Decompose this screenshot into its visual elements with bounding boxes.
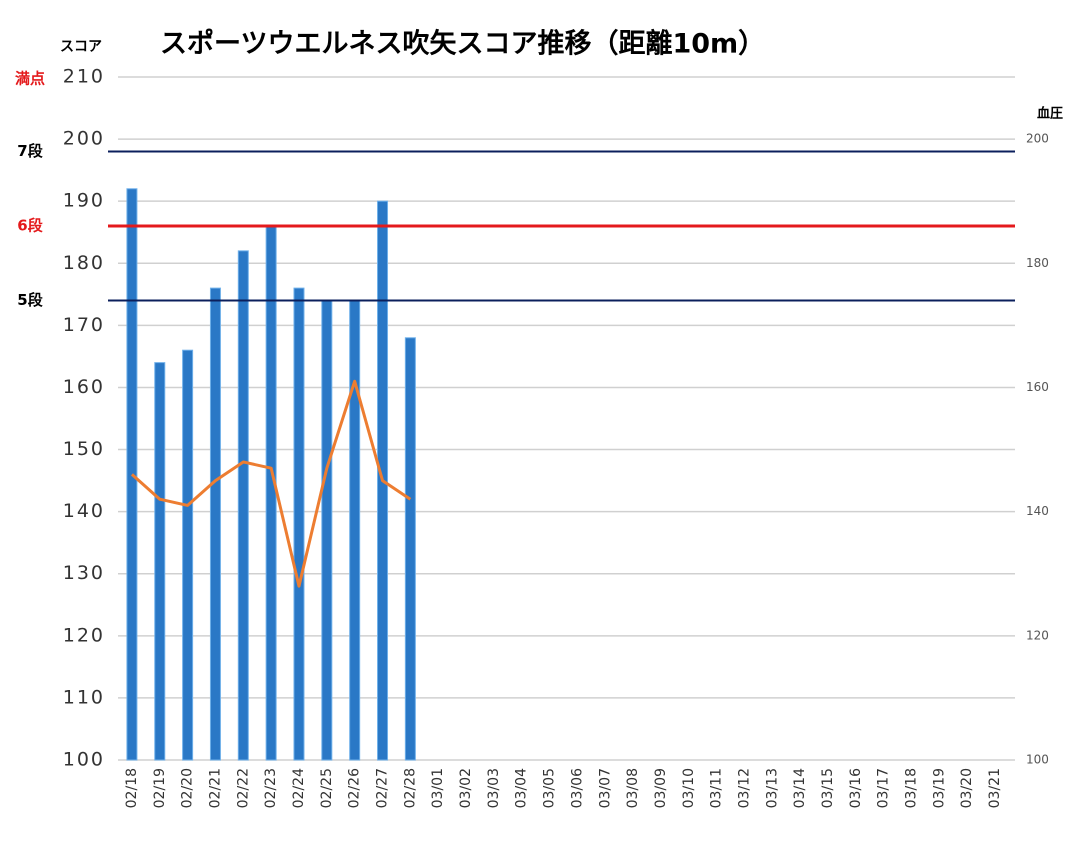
x-tick-label: 02/28 — [402, 768, 418, 808]
bar — [404, 337, 416, 761]
y2-tick-label: 100 — [1026, 753, 1049, 767]
level-label: 6段 — [17, 217, 42, 235]
x-tick-label: 02/25 — [319, 768, 335, 808]
x-tick-label: 03/05 — [542, 768, 558, 808]
y-tick-label: 190 — [63, 190, 105, 212]
y-tick-label: 170 — [63, 314, 105, 336]
level-label: 5段 — [17, 291, 42, 309]
y2-tick-label: 140 — [1026, 504, 1049, 518]
bar — [293, 287, 305, 761]
x-tick-label: 03/03 — [486, 768, 502, 808]
chart-title: スポーツウエルネス吹矢スコア推移（距離10m） — [160, 28, 765, 60]
x-tick-label: 03/18 — [904, 768, 920, 808]
x-tick-label: 03/09 — [653, 768, 669, 808]
level-label: 7段 — [17, 142, 42, 160]
x-tick-label: 03/11 — [709, 768, 725, 808]
x-tick-label: 02/21 — [207, 768, 223, 808]
x-tick-label: 03/19 — [931, 768, 947, 808]
x-tick-label: 03/17 — [876, 768, 892, 808]
x-tick-label: 02/27 — [375, 768, 391, 808]
x-tick-label: 03/20 — [959, 768, 975, 808]
bar — [321, 300, 333, 761]
x-tick-label: 02/23 — [263, 768, 279, 808]
x-tick-label: 02/24 — [291, 768, 307, 808]
y-axis-label: スコア — [60, 39, 102, 55]
bar — [237, 250, 249, 761]
x-tick-label: 03/13 — [764, 768, 780, 808]
x-tick-label: 03/10 — [681, 768, 697, 808]
y-tick-label: 150 — [63, 438, 105, 460]
x-tick-label: 02/26 — [347, 768, 363, 808]
bar — [349, 300, 361, 761]
x-tick-label: 03/15 — [820, 768, 836, 808]
y2-tick-label: 200 — [1026, 132, 1049, 146]
x-tick-label: 02/18 — [124, 768, 140, 808]
x-tick-label: 03/07 — [597, 768, 613, 808]
y-tick-label: 100 — [63, 749, 105, 771]
line — [130, 379, 412, 588]
x-tick-label: 03/12 — [736, 768, 752, 808]
x-tick-label: 02/20 — [180, 768, 196, 808]
x-tick-label: 03/14 — [792, 768, 808, 808]
y-tick-label: 120 — [63, 624, 105, 646]
level-label: 満点 — [15, 70, 45, 88]
y-tick-label: 140 — [63, 500, 105, 522]
x-tick-label: 03/01 — [430, 768, 446, 808]
bar — [265, 225, 277, 761]
x-tick-label: 02/19 — [152, 768, 168, 808]
x-tick-label: 03/02 — [458, 768, 474, 808]
bar — [154, 362, 166, 761]
x-tick-label: 03/21 — [987, 768, 1003, 808]
y2-axis-label: 血圧 — [1037, 106, 1063, 122]
y2-tick-label: 180 — [1026, 256, 1049, 270]
y-tick-label: 130 — [63, 562, 105, 584]
x-tick-label: 03/08 — [625, 768, 641, 808]
y-tick-label: 160 — [63, 376, 105, 398]
x-tick-label: 03/16 — [848, 768, 864, 808]
x-tick-label: 03/04 — [514, 768, 530, 808]
bar — [182, 349, 194, 761]
y-tick-label: 210 — [63, 66, 105, 88]
x-tick-label: 02/22 — [235, 768, 251, 808]
y2-tick-label: 120 — [1026, 628, 1049, 642]
y2-tick-label: 160 — [1026, 380, 1049, 394]
x-tick-label: 03/06 — [569, 768, 585, 808]
y-tick-label: 110 — [63, 686, 105, 708]
y-tick-label: 180 — [63, 252, 105, 274]
y-tick-label: 200 — [63, 128, 105, 150]
bar — [209, 287, 221, 761]
